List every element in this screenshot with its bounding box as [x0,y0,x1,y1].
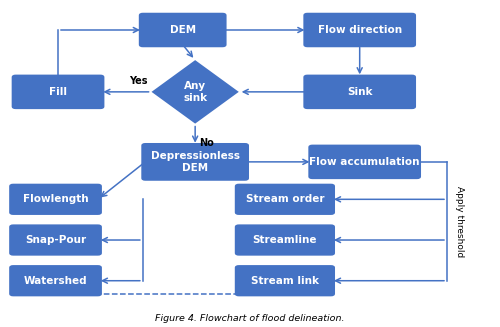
Text: Stream order: Stream order [246,194,324,204]
FancyBboxPatch shape [9,265,102,296]
FancyBboxPatch shape [12,75,104,109]
FancyBboxPatch shape [139,13,226,47]
Polygon shape [152,60,239,124]
Text: Fill: Fill [49,87,67,97]
Text: Flow accumulation: Flow accumulation [310,157,420,167]
Text: Figure 4. Flowchart of flood delineation.: Figure 4. Flowchart of flood delineation… [155,314,345,323]
Text: Stream link: Stream link [251,276,319,286]
Text: Any
sink: Any sink [183,81,207,103]
FancyBboxPatch shape [308,145,421,179]
FancyBboxPatch shape [304,75,416,109]
Text: No: No [198,138,214,148]
FancyBboxPatch shape [142,143,249,181]
Text: Streamline: Streamline [252,235,317,245]
Text: Flow direction: Flow direction [318,25,402,35]
FancyBboxPatch shape [9,224,102,256]
Text: Watershed: Watershed [24,276,88,286]
FancyBboxPatch shape [304,13,416,47]
Text: DEM: DEM [170,25,196,35]
FancyBboxPatch shape [235,184,335,215]
Text: Snap-Pour: Snap-Pour [25,235,86,245]
FancyBboxPatch shape [235,265,335,296]
Text: Apply threshold: Apply threshold [455,186,464,257]
Text: Flowlength: Flowlength [22,194,88,204]
FancyBboxPatch shape [235,224,335,256]
FancyBboxPatch shape [9,184,102,215]
Text: Depressionless
DEM: Depressionless DEM [150,151,240,173]
Text: Sink: Sink [347,87,372,97]
Text: Yes: Yes [129,77,148,86]
